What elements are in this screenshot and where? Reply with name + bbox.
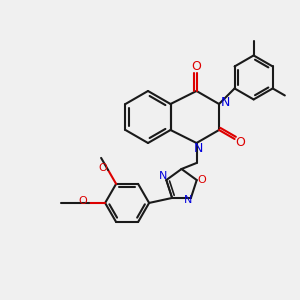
- Text: O: O: [79, 196, 88, 206]
- Text: O: O: [236, 136, 246, 149]
- Text: N: N: [220, 95, 230, 109]
- Text: N: N: [184, 195, 192, 205]
- Text: O: O: [197, 175, 206, 185]
- Text: O: O: [99, 163, 107, 173]
- Text: N: N: [194, 142, 203, 155]
- Text: N: N: [159, 171, 167, 181]
- Text: O: O: [192, 59, 202, 73]
